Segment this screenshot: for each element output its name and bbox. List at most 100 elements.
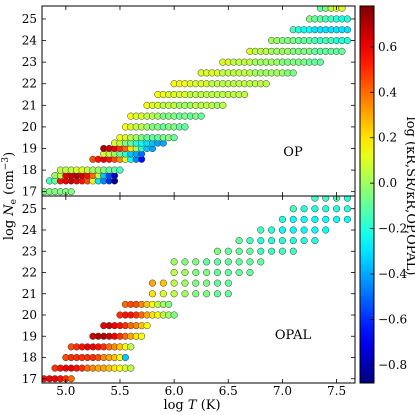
y-tick-label: 21 <box>22 98 37 112</box>
scatter-points <box>42 6 351 196</box>
panel-opal: 17 18 19 20 21 22 23 24 25 OPAL <box>22 195 356 386</box>
data-point <box>343 205 351 213</box>
data-point <box>300 215 308 223</box>
data-point <box>311 205 319 213</box>
data-point <box>311 215 319 223</box>
data-point <box>67 188 75 196</box>
data-point <box>219 101 227 109</box>
data-point <box>322 205 330 213</box>
data-point <box>181 258 189 266</box>
data-point <box>203 268 211 277</box>
data-point <box>235 258 243 266</box>
data-point <box>278 237 286 245</box>
y-tick-label: 22 <box>22 77 37 91</box>
x-axis-label: log T (K) <box>163 398 220 413</box>
data-point <box>170 311 178 319</box>
data-point <box>192 290 200 298</box>
colorbar-tick-label: 0.6 <box>378 40 397 54</box>
colorbar-tick-label: −0.4 <box>378 267 408 281</box>
data-point <box>262 80 270 88</box>
panel-label: OPAL <box>275 328 312 343</box>
data-point <box>203 258 211 266</box>
data-point <box>224 258 232 266</box>
data-point <box>192 268 200 277</box>
y-tick-label: 23 <box>22 244 37 258</box>
data-point <box>240 90 249 99</box>
data-point <box>127 364 135 372</box>
data-point <box>289 205 297 213</box>
data-point <box>213 279 222 287</box>
data-point <box>322 196 330 202</box>
data-point <box>197 112 205 120</box>
data-point <box>224 268 232 277</box>
data-point <box>224 247 232 255</box>
data-point <box>246 268 254 277</box>
data-point <box>322 226 330 234</box>
x-tick-label: 6.5 <box>219 384 238 398</box>
data-point <box>311 237 319 245</box>
data-point <box>203 279 211 287</box>
data-point <box>159 279 167 287</box>
data-point <box>289 237 297 245</box>
data-point <box>213 268 222 277</box>
data-point <box>170 258 178 266</box>
data-point <box>322 215 330 223</box>
colorbar: −0.8 −0.6 −0.4 −0.2 0.0 0.2 0.4 0.6 <box>359 5 408 384</box>
data-point <box>300 205 308 213</box>
x-tick-label: 6.0 <box>165 384 184 398</box>
data-point <box>311 226 319 234</box>
data-point <box>333 215 341 223</box>
colorbar-tick-label: 0.2 <box>378 131 397 145</box>
data-point <box>148 290 157 298</box>
data-point <box>300 237 308 245</box>
y-tick-label: 24 <box>22 34 38 48</box>
data-point <box>170 134 178 142</box>
y-tick-label: 24 <box>22 223 38 237</box>
colorbar-label: log (κR,SR/κR,OP,OPAL) <box>403 117 415 276</box>
data-point <box>181 123 189 131</box>
x-tick-label: 5.0 <box>56 384 75 398</box>
y-tick-label: 20 <box>22 308 37 322</box>
data-point <box>192 258 200 266</box>
x-tick-label: 7.5 <box>327 384 346 398</box>
data-point <box>289 69 297 77</box>
data-point <box>257 258 265 266</box>
data-point <box>333 205 341 213</box>
data-point <box>148 279 157 287</box>
data-point <box>316 58 324 66</box>
x-tick-label: 7.0 <box>273 384 292 398</box>
data-point <box>311 196 319 202</box>
y-tick-label: 23 <box>22 55 37 69</box>
data-point <box>121 353 129 362</box>
plot-frame <box>41 195 356 384</box>
data-point <box>338 47 346 55</box>
data-point <box>246 247 254 255</box>
data-point <box>257 226 265 234</box>
colorbar-tick-label: −0.6 <box>378 312 407 326</box>
data-point <box>116 166 124 174</box>
data-point <box>268 247 276 255</box>
data-point <box>170 268 178 277</box>
data-point <box>289 247 297 255</box>
data-point <box>224 279 232 287</box>
data-point <box>257 247 265 255</box>
data-point <box>213 247 222 255</box>
data-point <box>138 332 146 340</box>
colorbar-tick-label: 0.4 <box>378 85 397 99</box>
scatter-points <box>42 196 351 383</box>
data-point <box>300 226 308 234</box>
colorbar-tick-label: −0.8 <box>378 358 407 372</box>
data-point <box>213 290 222 298</box>
data-point <box>343 196 351 202</box>
data-point <box>268 237 276 245</box>
y-tick-label: 21 <box>22 287 37 301</box>
data-point <box>170 279 178 287</box>
data-point <box>143 322 151 330</box>
data-point <box>203 290 211 298</box>
panel-op: 17 18 19 20 21 22 23 24 25 OP <box>22 5 356 199</box>
x-axis: 5.0 5.5 6.0 6.5 7.0 7.5 <box>56 384 346 398</box>
data-point <box>181 268 189 277</box>
y-tick-label: 18 <box>22 163 37 177</box>
y-tick-label: 17 <box>22 185 37 199</box>
